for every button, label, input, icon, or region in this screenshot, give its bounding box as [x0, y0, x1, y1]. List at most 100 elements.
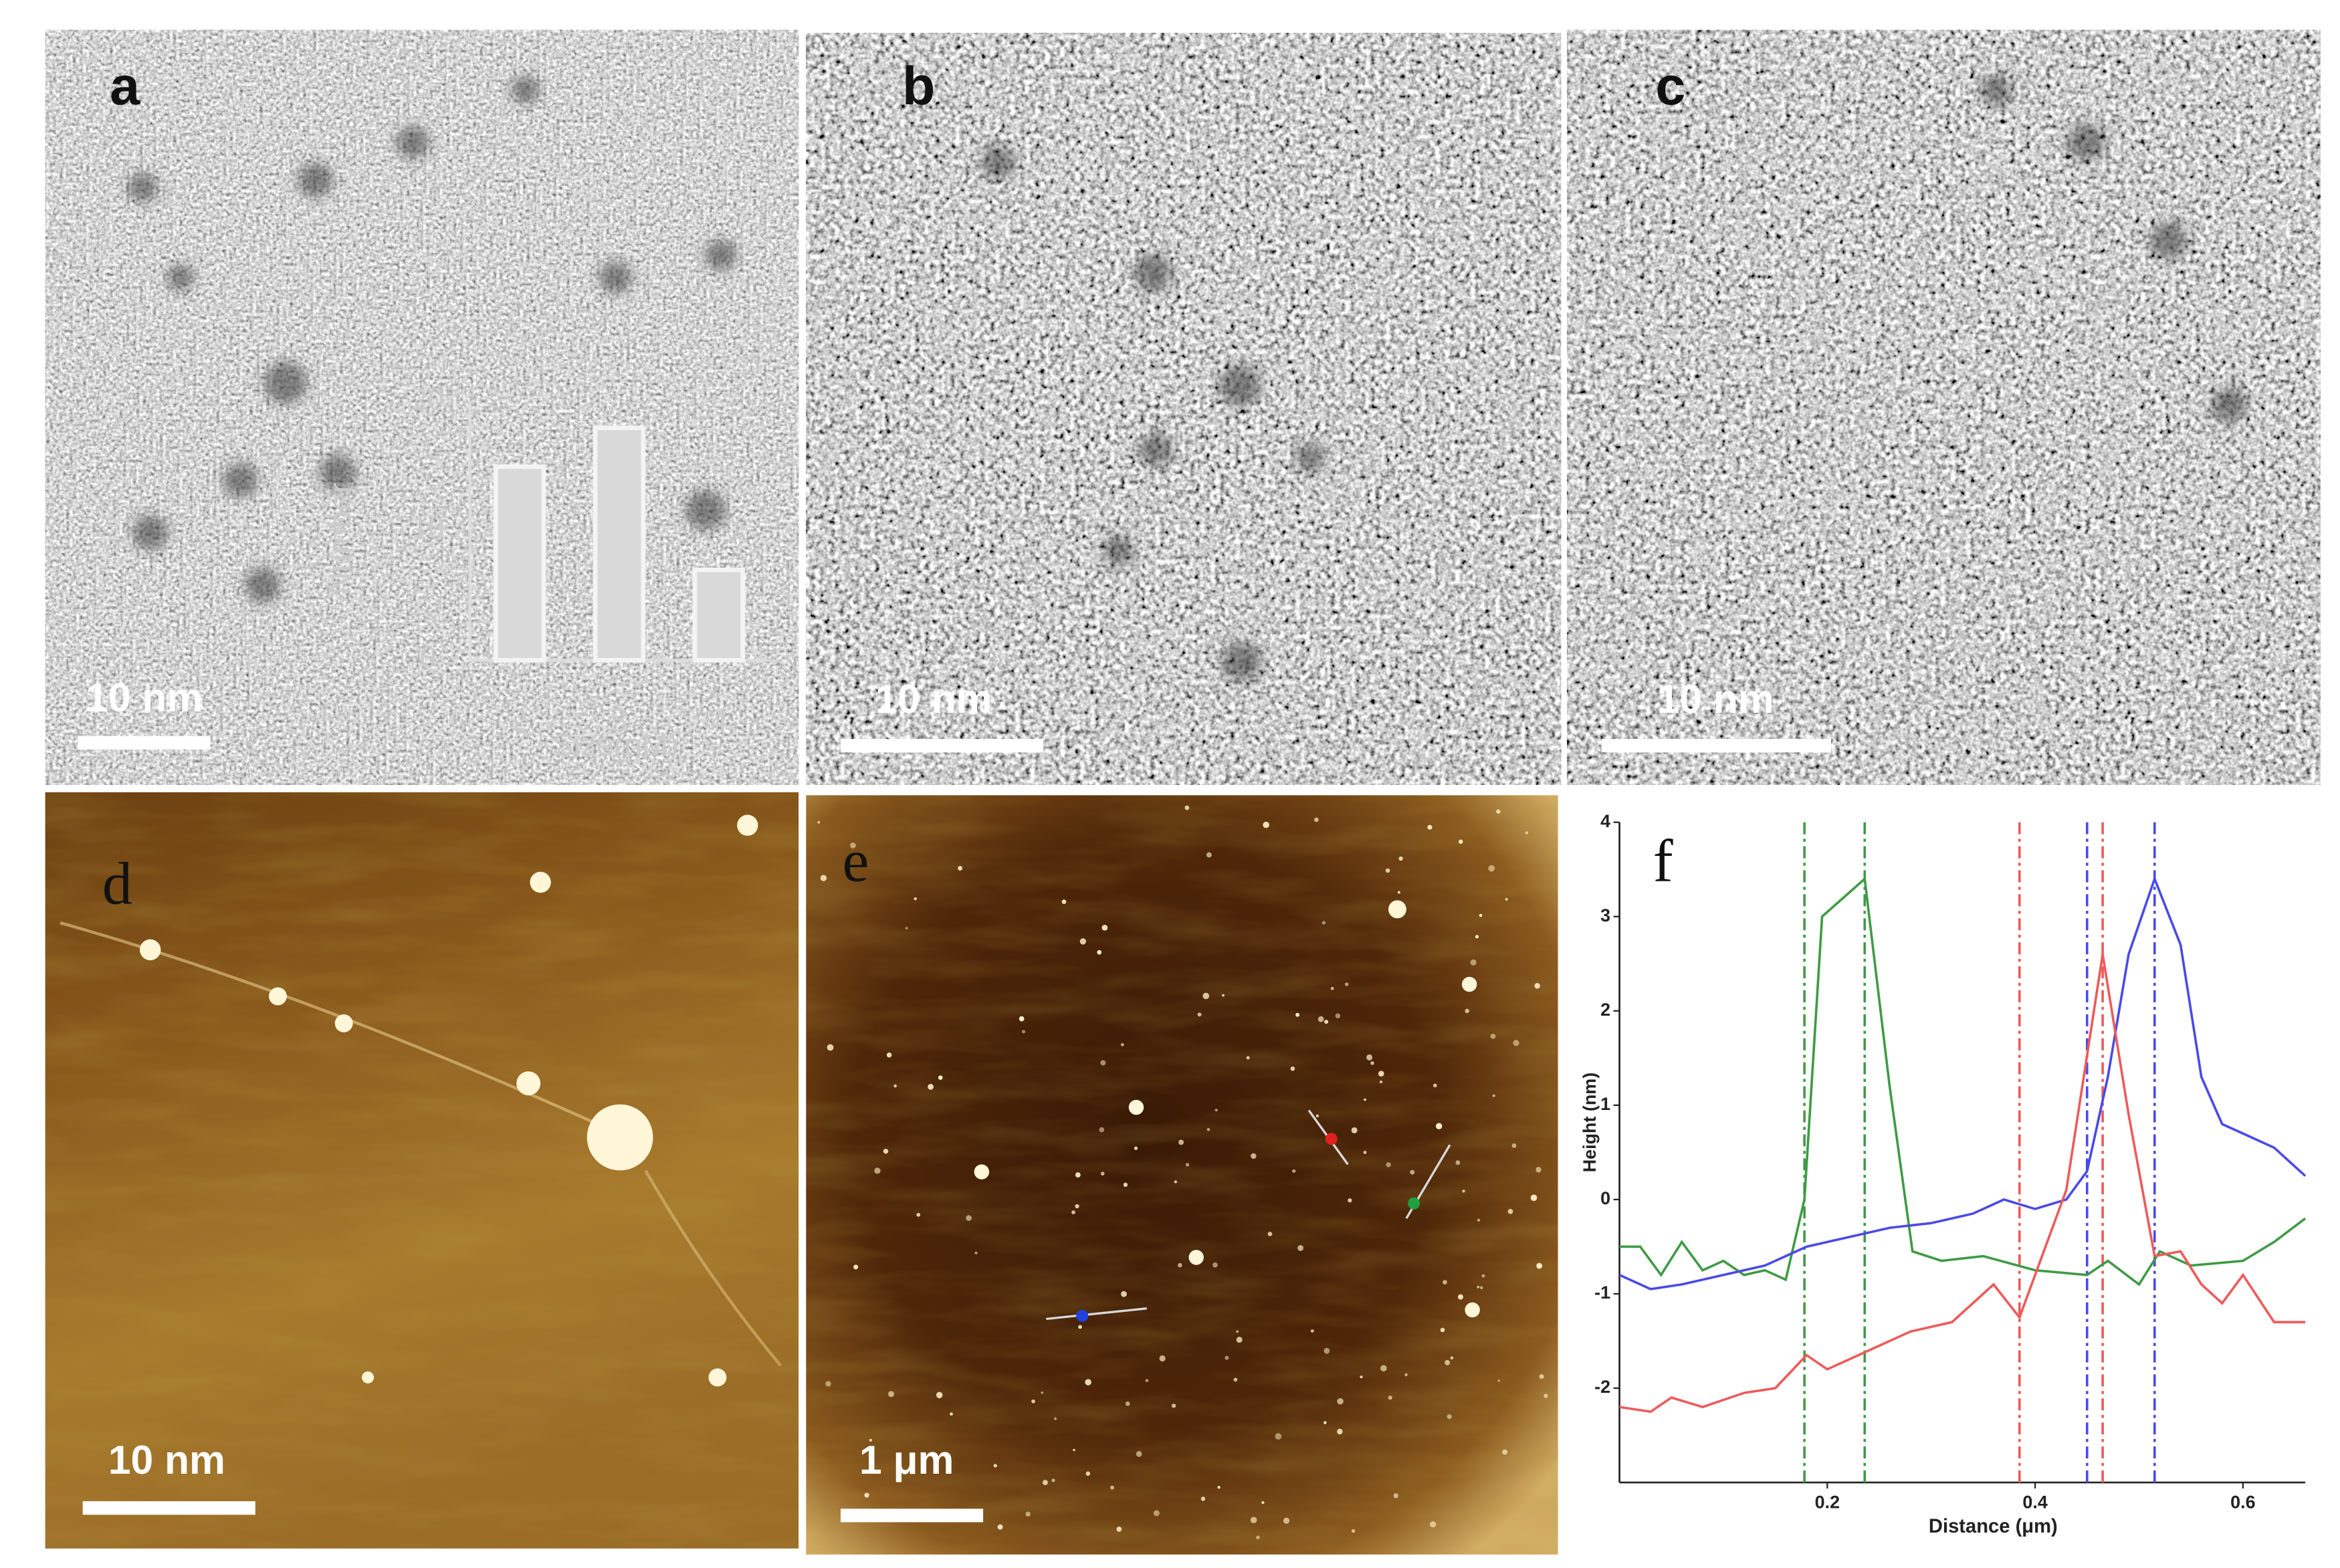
scale-label: 10 nm: [875, 676, 992, 721]
afm-dot: [1101, 924, 1108, 931]
afm-dot: [1450, 1356, 1454, 1360]
afm-dot: [1031, 1399, 1035, 1404]
afm-dot: [974, 1251, 978, 1254]
afm-dot: [1370, 1061, 1374, 1065]
afm-dot: [950, 1412, 953, 1416]
afm-dot: [905, 927, 908, 929]
afm-dot: [1330, 986, 1334, 990]
blob: [516, 1071, 541, 1096]
afm-dot: [1530, 1194, 1537, 1202]
afm-dot: [1511, 1143, 1517, 1148]
afm-dot: [1490, 1033, 1496, 1039]
afm-dot: [1507, 1208, 1513, 1214]
afm-dot: [1153, 1510, 1160, 1517]
afm-dot: [1337, 1398, 1344, 1405]
fiber: [60, 921, 601, 1127]
afm-dot: [1351, 1127, 1358, 1133]
afm-dot: [1246, 1056, 1250, 1060]
afm-dot: [1100, 1060, 1106, 1066]
afm-dot: [883, 1148, 889, 1154]
afm-dot: [1404, 1373, 1408, 1377]
afm-dot: [1061, 899, 1067, 904]
afm-dot: [1250, 1517, 1257, 1524]
afm-dot: [1185, 1163, 1190, 1167]
afm-dot: [1225, 1355, 1229, 1360]
scale-label: 10 nm: [108, 1437, 225, 1482]
afm-dot: [1283, 1517, 1290, 1524]
panel-labels: a b c: [110, 56, 1685, 116]
afm-dot: [1145, 1379, 1149, 1383]
afm-dot: [1477, 1285, 1480, 1289]
afm-dot: [1125, 1401, 1130, 1406]
afm-dot: [1475, 935, 1479, 939]
particle: [396, 126, 429, 159]
afm-dot: [1200, 1496, 1206, 1501]
particle: [685, 490, 726, 530]
afm-dot: [1385, 868, 1390, 873]
y-tick-label: 1: [1600, 1094, 1610, 1114]
afm-dot: [1427, 824, 1432, 830]
x-tick-label: 4: [710, 701, 727, 738]
blob: [1465, 1302, 1480, 1318]
afm-dot: [1295, 1012, 1300, 1017]
afm-dot: [1251, 1153, 1257, 1159]
afm-dot: [1345, 982, 1349, 986]
afm-dot: [1123, 1182, 1128, 1188]
tem-image: [1567, 29, 2321, 785]
afm-dot: [1206, 852, 1212, 858]
afm-dot: [1386, 1162, 1391, 1167]
afm-dot: [1236, 1337, 1243, 1343]
x-tick-label: 0.2: [1815, 1492, 1840, 1513]
particle: [2067, 124, 2105, 162]
blob: [1461, 976, 1477, 992]
afm-dot: [1121, 1043, 1124, 1046]
afm-dot: [1497, 1379, 1501, 1382]
panel-label: a: [110, 56, 140, 116]
blob: [334, 1014, 353, 1032]
profile-line: [1618, 875, 2307, 1291]
afm-dot: [1335, 1013, 1341, 1019]
y-tick-label: -2: [1594, 1377, 1610, 1397]
afm-dot: [993, 1464, 997, 1468]
afm-dot: [1430, 1521, 1437, 1528]
blob: [268, 987, 287, 1006]
afm-dot: [1337, 1428, 1343, 1435]
afm-dot: [1290, 1066, 1295, 1071]
x-tick-label: 2: [512, 701, 528, 738]
particle: [320, 454, 356, 491]
blob: [708, 1368, 727, 1387]
afm-dot: [1535, 1167, 1541, 1173]
profile-lines: [1046, 1109, 1451, 1322]
afm-dot: [850, 843, 856, 849]
particle: [599, 261, 632, 294]
afm-dot: [864, 1492, 869, 1498]
afm-dot: [817, 820, 821, 824]
particle: [298, 162, 333, 198]
y-tick-label: -1: [1594, 1282, 1610, 1303]
blob: [139, 939, 161, 961]
scale-label: 10 nm: [86, 675, 203, 720]
particle: [1980, 74, 2012, 106]
particles: [128, 74, 2247, 682]
afm-dot: [1443, 1280, 1447, 1284]
panel-label: c: [1655, 56, 1685, 116]
afm-dot: [1261, 1500, 1265, 1504]
panel-label: e: [842, 828, 869, 895]
particle: [705, 239, 736, 271]
charts: 0 10 20 2 3 4 Number Size(nM) -2 -1 0 1 2 3 4 0.2 0.4 0.6…: [322, 380, 2307, 1537]
afm-dot: [1085, 1471, 1091, 1476]
afm-dot: [1479, 1286, 1483, 1290]
y-tick-label: 2: [1600, 1000, 1610, 1020]
y-axis-label: Number: [322, 483, 357, 595]
afm-dot: [1323, 1347, 1330, 1354]
x-tick-label: 3: [611, 701, 628, 738]
x-tick-label: 0.6: [2230, 1492, 2255, 1513]
bar: [593, 425, 646, 663]
afm-dot: [1075, 1204, 1079, 1209]
afm-dot: [888, 1391, 895, 1397]
afm-dot: [1492, 1094, 1495, 1097]
afm-dot: [1097, 949, 1102, 955]
y-tick-label: 4: [1600, 811, 1610, 831]
particle: [1138, 433, 1173, 467]
